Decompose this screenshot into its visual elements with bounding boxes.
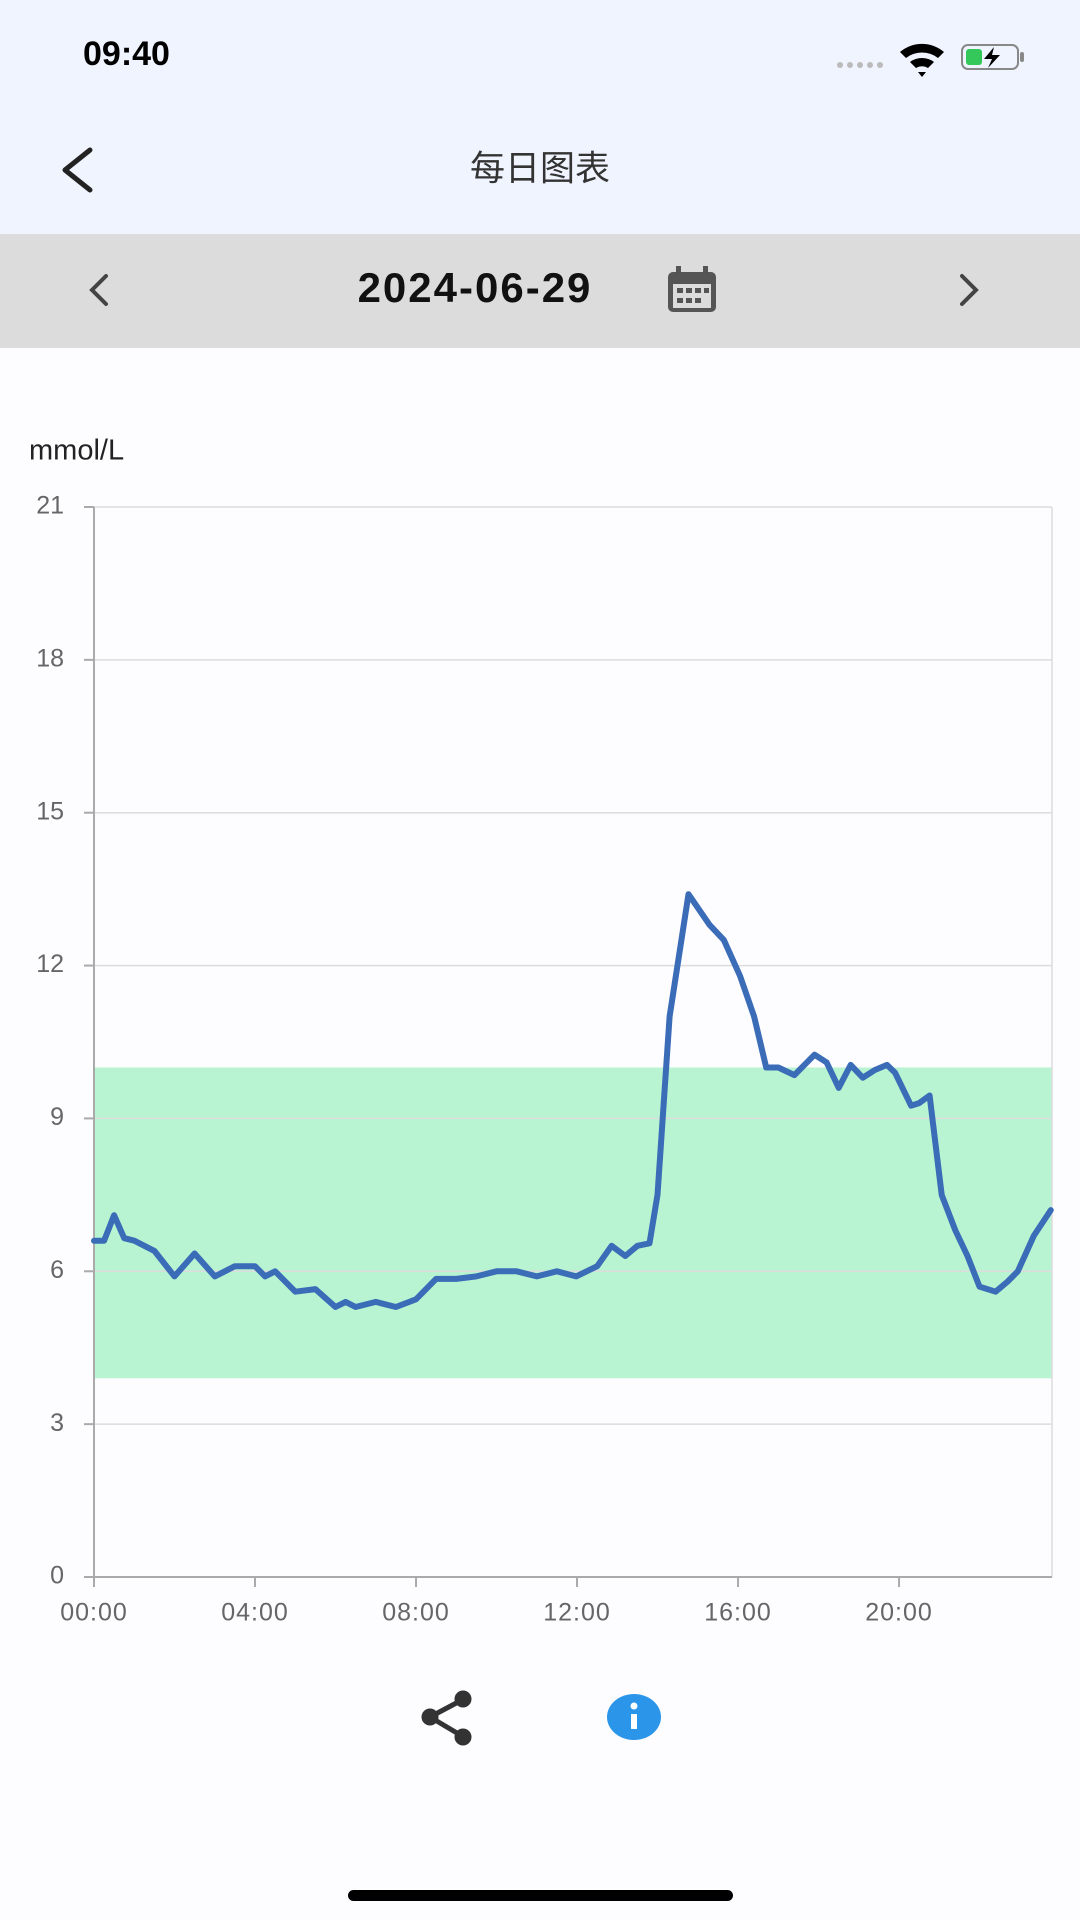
x-tick-label: 00:00	[60, 1599, 128, 1627]
home-indicator	[348, 1890, 733, 1901]
y-tick-label: 6	[50, 1256, 64, 1284]
target-range	[94, 1067, 1052, 1379]
back-button[interactable]	[62, 147, 93, 193]
chart: 0 3 6 9 12 15 18 21 00:00 04:00 08:00 12:00 16:00 20:…	[36, 492, 1054, 1627]
header-bg	[0, 0, 1080, 234]
next-day[interactable]	[960, 274, 979, 306]
glucose-line	[91, 891, 1054, 1310]
y-tick-label: 15	[36, 797, 64, 825]
date-label: 2024-06-29	[358, 264, 593, 311]
prev-day[interactable]	[89, 274, 108, 306]
status-time: 09:40	[83, 35, 170, 73]
x-tick-label: 12:00	[543, 1599, 611, 1627]
calendar-button[interactable]	[668, 266, 716, 312]
y-tick-label: 21	[36, 492, 64, 520]
y-tick-label: 3	[50, 1409, 64, 1437]
date-bar	[0, 234, 1080, 348]
y-axis-unit: mmol/L	[29, 435, 124, 467]
y-tick-label: 18	[36, 644, 64, 672]
status-icons	[837, 43, 1024, 77]
x-tick-label: 04:00	[221, 1599, 289, 1627]
x-tick-label: 16:00	[704, 1599, 772, 1627]
y-tick-label: 9	[50, 1103, 64, 1131]
y-tick-label: 0	[50, 1562, 64, 1590]
page-title: 每日图表	[470, 149, 610, 188]
y-tick-label: 12	[36, 950, 64, 978]
info-button[interactable]	[607, 1694, 661, 1740]
x-tick-label: 08:00	[382, 1599, 450, 1627]
x-tick-label: 20:00	[865, 1599, 933, 1627]
share-button[interactable]	[421, 1690, 472, 1746]
